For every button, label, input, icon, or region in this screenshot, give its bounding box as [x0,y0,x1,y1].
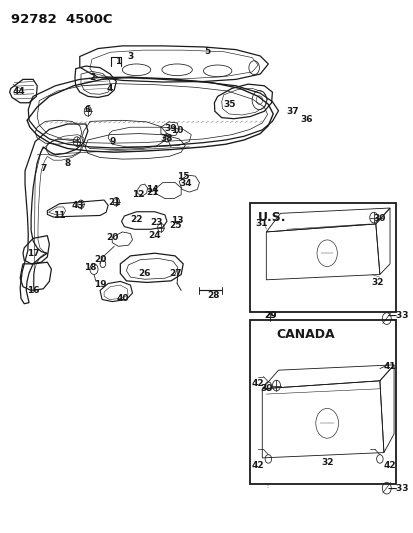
Text: CANADA: CANADA [276,328,334,341]
Text: 39: 39 [164,124,177,133]
Text: 16: 16 [27,286,39,295]
Text: 42: 42 [383,462,395,470]
Text: 13: 13 [171,216,183,225]
Text: 26: 26 [138,269,151,278]
Text: 92782  4500C: 92782 4500C [11,13,112,26]
Text: 9: 9 [109,137,115,146]
Text: 10: 10 [171,126,183,135]
Text: 37: 37 [286,107,298,116]
Text: 21: 21 [108,198,120,207]
Text: U.S.: U.S. [258,211,286,224]
Text: 30: 30 [259,384,272,393]
Text: 27: 27 [169,269,181,278]
Text: 36: 36 [300,115,312,124]
Text: 11: 11 [53,212,66,221]
Text: 22: 22 [130,215,142,224]
Text: 30: 30 [373,214,385,223]
Text: 28: 28 [207,291,219,300]
Text: 31: 31 [254,220,267,229]
Text: 35: 35 [223,100,235,109]
Text: 1: 1 [115,58,121,66]
Text: 17: 17 [27,249,39,258]
Text: 12: 12 [132,190,145,199]
Text: 42: 42 [251,379,264,388]
Text: 29: 29 [263,311,276,320]
Text: 6: 6 [85,105,91,114]
Text: 19: 19 [93,279,106,288]
Text: 34: 34 [178,179,191,188]
Text: —33: —33 [387,483,408,492]
Text: —33: —33 [387,311,408,320]
Text: 32: 32 [320,458,332,466]
Text: 5: 5 [204,47,210,55]
Text: 20: 20 [94,255,106,264]
Text: 20: 20 [106,233,118,242]
Text: 2: 2 [89,73,95,82]
Text: 41: 41 [383,362,396,371]
Text: 14: 14 [146,185,159,194]
Text: 38: 38 [160,134,173,143]
Bar [249,320,395,484]
Text: 40: 40 [116,294,128,303]
Text: 24: 24 [148,231,161,240]
Text: 32: 32 [371,278,383,287]
Text: 7: 7 [40,164,46,173]
Text: 25: 25 [169,221,181,230]
Text: 44: 44 [12,86,25,95]
Text: 8: 8 [64,159,71,168]
Text: 18: 18 [83,263,96,272]
Text: 43: 43 [71,201,84,210]
Text: 29: 29 [263,311,276,320]
Text: 21: 21 [146,188,159,197]
Bar [249,203,395,312]
Text: 3: 3 [127,52,133,61]
Text: 23: 23 [150,219,163,228]
Text: 4: 4 [107,84,113,93]
Text: 15: 15 [176,172,189,181]
Text: 42: 42 [251,462,264,470]
